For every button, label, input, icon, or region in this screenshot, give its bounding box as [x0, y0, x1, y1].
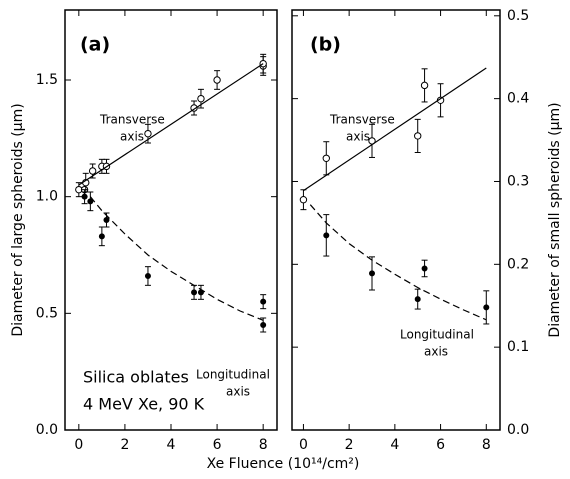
x-tick-label: 8 — [259, 437, 268, 453]
annotation: Silica oblates — [83, 368, 189, 387]
x-tick-label: 4 — [390, 437, 399, 453]
y2-axis-label: Diameter of small spheroids (μm) — [547, 102, 563, 337]
data-point — [369, 270, 375, 277]
y2-tick-label: 0.4 — [507, 91, 529, 107]
x-tick-label: 2 — [120, 437, 129, 453]
solid-fit-line — [303, 67, 487, 192]
x-tick-label: 0 — [74, 437, 83, 453]
data-point — [323, 232, 330, 239]
data-point — [213, 76, 221, 84]
data-point — [421, 265, 428, 272]
data-point — [87, 198, 94, 205]
annotation: Longitudinal — [196, 368, 270, 382]
annotation: Transverse — [329, 113, 395, 127]
x-tick-label: 0 — [299, 437, 308, 453]
y2-tick-label: 0.2 — [507, 256, 529, 272]
annotation: Transverse — [99, 113, 165, 127]
y-tick-label: 1.0 — [36, 189, 58, 205]
annotation: (a) — [80, 34, 110, 56]
dashed-fit-line — [309, 204, 487, 321]
x-axis-label: Xe Fluence (10¹⁴/cm²) — [207, 456, 360, 472]
data-point — [322, 154, 330, 162]
dashed-fit-line — [89, 196, 264, 321]
y-axis-label: Diameter of large spheroids (μm) — [10, 103, 26, 336]
data-point — [98, 233, 105, 240]
data-point — [299, 196, 308, 204]
y2-tick-label: 0.0 — [507, 422, 529, 438]
x-tick-label: 6 — [213, 437, 222, 453]
y-tick-label: 0.0 — [36, 422, 58, 438]
x-tick-label: 2 — [345, 437, 354, 453]
y2-tick-label: 0.5 — [507, 8, 529, 24]
annotation: axis — [120, 130, 144, 144]
y2-tick-label: 0.1 — [507, 339, 529, 355]
x-tick-label: 6 — [436, 437, 445, 453]
data-point — [81, 193, 88, 200]
data-point — [191, 289, 198, 296]
annotation: axis — [346, 130, 370, 144]
y2-tick-label: 0.3 — [507, 173, 529, 189]
data-point — [144, 129, 152, 138]
data-point — [144, 273, 151, 279]
annotation: axis — [226, 385, 250, 399]
x-tick-label: 8 — [482, 437, 491, 453]
data-point — [197, 94, 205, 103]
annotation: (b) — [310, 34, 341, 56]
data-point — [260, 298, 267, 305]
data-point — [414, 132, 422, 140]
annotation: 4 MeV Xe, 90 K — [83, 395, 205, 414]
data-point — [260, 322, 267, 328]
plot-frame — [291, 9, 501, 431]
annotation: axis — [424, 345, 448, 359]
data-point — [483, 304, 490, 311]
solid-fit-line — [78, 63, 264, 186]
data-point — [103, 217, 110, 223]
y-tick-label: 0.5 — [36, 305, 58, 321]
data-point — [414, 296, 421, 303]
y-tick-label: 1.5 — [36, 72, 58, 88]
x-tick-label: 4 — [167, 437, 176, 453]
annotation: Longitudinal — [400, 328, 474, 342]
data-point — [88, 167, 97, 175]
data-point — [420, 81, 429, 90]
